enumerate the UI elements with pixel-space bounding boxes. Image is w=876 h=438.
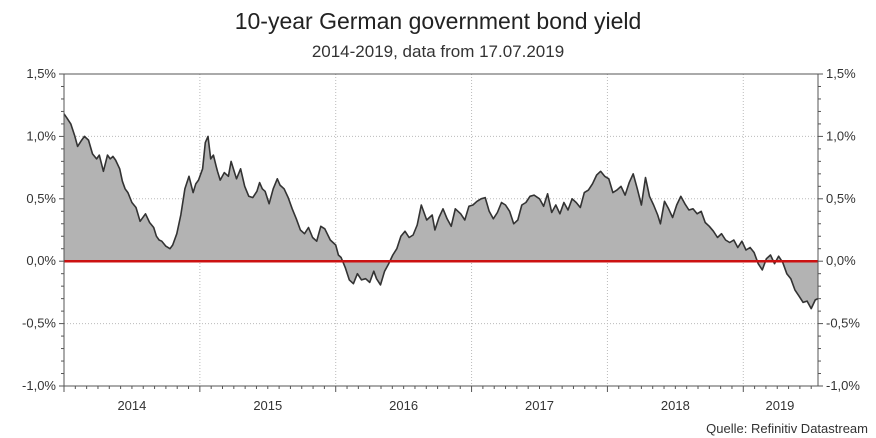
y-tick-label-left: -0,5% — [22, 316, 56, 331]
y-tick-label-left: -1,0% — [22, 378, 56, 393]
x-year-label: 2014 — [117, 398, 146, 413]
yield-line — [63, 113, 819, 310]
yield-area — [64, 113, 818, 309]
y-tick-label-right: 0,5% — [826, 191, 856, 206]
label-layer: 1,5% 1,5% 1,0% 1,0% 0,5% 0,5% 0,0% 0,0% -0,5% -0,… — [22, 66, 860, 413]
y-tick-label-right: 0,0% — [826, 253, 856, 268]
x-year-label: 2015 — [253, 398, 282, 413]
x-year-label: 2018 — [661, 398, 690, 413]
y-tick-label-left: 1,0% — [26, 128, 56, 143]
x-year-label: 2017 — [525, 398, 554, 413]
axis-layer — [59, 73, 823, 392]
chart-title: 10-year German government bond yield — [235, 8, 642, 34]
chart-subtitle: 2014-2019, data from 17.07.2019 — [312, 42, 564, 61]
y-tick-label-right: 1,5% — [826, 66, 856, 81]
source-note: Quelle: Refinitiv Datastream — [706, 421, 868, 436]
y-tick-label-left: 1,5% — [26, 66, 56, 81]
plot-frame — [63, 73, 819, 387]
y-tick-label-left: 0,5% — [26, 191, 56, 206]
y-tick-label-right: -0,5% — [826, 316, 860, 331]
y-tick-label-left: 0,0% — [26, 253, 56, 268]
area-layer — [63, 113, 819, 310]
y-tick-label-right: -1,0% — [826, 378, 860, 393]
x-year-label: 2019 — [765, 398, 794, 413]
y-tick-label-right: 1,0% — [826, 128, 856, 143]
x-year-label: 2016 — [389, 398, 418, 413]
